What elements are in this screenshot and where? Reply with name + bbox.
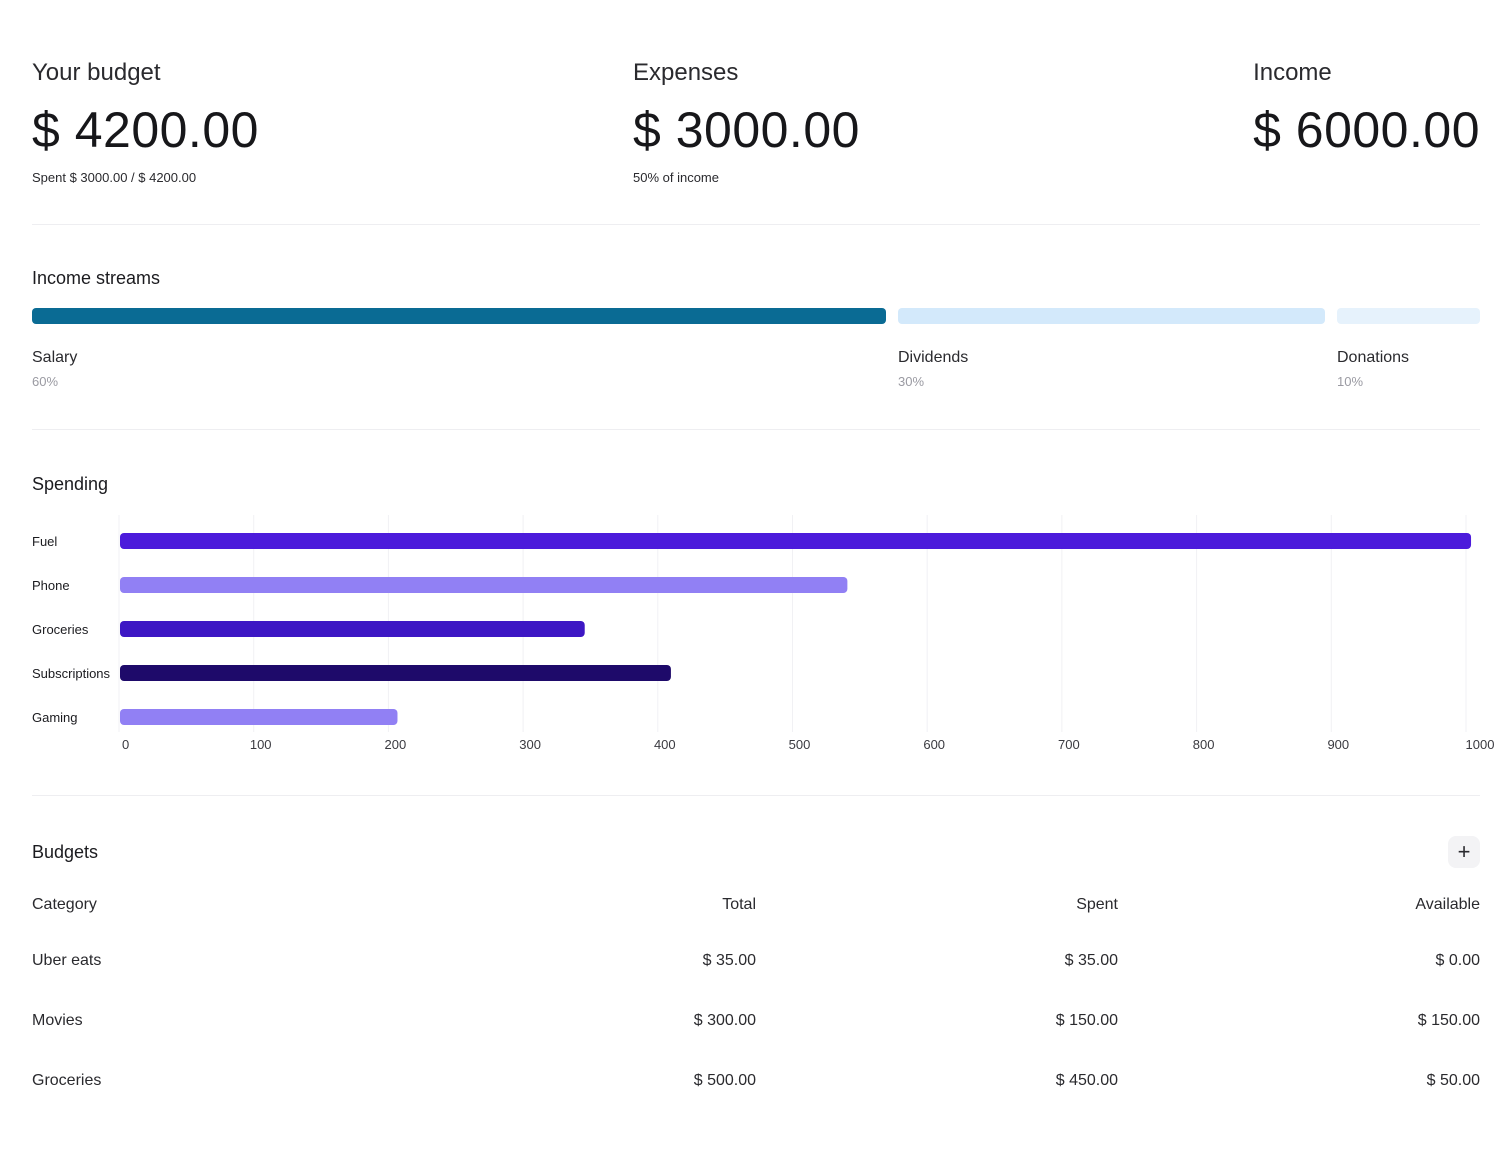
income-stream-donations: Donations 10% [1337, 308, 1480, 389]
x-tick-label: 400 [654, 737, 676, 752]
category-label: Phone [32, 578, 70, 593]
income-stream-percent: 10% [1337, 374, 1364, 389]
category-label: Gaming [32, 710, 78, 725]
income-value: $ 6000.00 [1253, 102, 1480, 158]
bar-subscriptions [120, 665, 671, 681]
income-stream-percent: 60% [32, 374, 59, 389]
table-row[interactable]: Groceries $ 500.00 $ 450.00 $ 50.00 [32, 1072, 1480, 1096]
table-row[interactable]: Movies $ 300.00 $ 150.00 $ 150.00 [32, 1012, 1480, 1036]
income-stat: Income $ 6000.00 [1253, 58, 1480, 160]
row-available: $ 0.00 [1435, 952, 1480, 969]
budgets-title: Budgets [32, 842, 99, 862]
row-total: $ 35.00 [702, 952, 756, 969]
divider [32, 224, 1480, 225]
category-label: Fuel [32, 534, 57, 549]
column-header-category: Category [32, 896, 97, 913]
expenses-label: Expenses [633, 59, 739, 86]
row-spent: $ 150.00 [1055, 1012, 1118, 1029]
x-tick-label: 900 [1327, 737, 1349, 752]
divider [32, 429, 1480, 430]
x-tick-label: 100 [250, 737, 272, 752]
row-available: $ 50.00 [1426, 1072, 1480, 1089]
budgets-table: Category Total Spent Available Uber eats… [32, 896, 1480, 1132]
budget-label: Your budget [32, 59, 161, 86]
add-budget-button[interactable]: + [1448, 836, 1480, 868]
budget-value: $ 4200.00 [32, 102, 259, 158]
income-stream-dividends: Dividends 30% [898, 308, 1325, 389]
budget-spent-summary: Spent $ 3000.00 / $ 4200.00 [32, 170, 197, 185]
divider [32, 795, 1480, 796]
bar-phone [120, 577, 848, 593]
income-stream-name: Donations [1337, 349, 1410, 366]
expenses-value: $ 3000.00 [633, 102, 860, 158]
column-header-available: Available [1415, 896, 1480, 913]
x-tick-label: 0 [122, 737, 129, 752]
x-tick-label: 500 [789, 737, 811, 752]
x-tick-label: 700 [1058, 737, 1080, 752]
row-category: Movies [32, 1012, 83, 1029]
stats-summary: Your budget $ 4200.00 Spent $ 3000.00 / … [32, 0, 1480, 224]
x-tick-label: 300 [519, 737, 541, 752]
row-available: $ 150.00 [1417, 1012, 1480, 1029]
income-stream-salary: Salary 60% [32, 308, 886, 389]
budget-stat: Your budget $ 4200.00 Spent $ 3000.00 / … [32, 58, 259, 185]
x-tick-label: 200 [385, 737, 407, 752]
income-stream-bar [1337, 308, 1480, 324]
row-total: $ 500.00 [693, 1072, 756, 1089]
spending-title: Spending [32, 474, 109, 494]
expenses-stat: Expenses $ 3000.00 50% of income [633, 58, 860, 185]
income-stream-name: Salary [32, 349, 78, 366]
table-header: Category Total Spent Available [32, 896, 1480, 920]
x-tick-label: 600 [923, 737, 945, 752]
income-stream-percent: 30% [898, 374, 925, 389]
x-tick-label: 800 [1193, 737, 1215, 752]
expenses-income-share: 50% of income [633, 170, 719, 185]
income-label: Income [1253, 59, 1332, 86]
income-stream-bar [898, 308, 1325, 324]
table-row[interactable]: Uber eats $ 35.00 $ 35.00 $ 0.00 [32, 952, 1480, 976]
bar-groceries [120, 621, 585, 637]
category-label: Groceries [32, 622, 89, 637]
bar-gaming [120, 709, 398, 725]
bar-fuel [120, 533, 1472, 549]
column-header-spent: Spent [1076, 896, 1118, 913]
row-total: $ 300.00 [693, 1012, 756, 1029]
income-stream-name: Dividends [898, 349, 969, 366]
category-label: Subscriptions [32, 666, 111, 681]
plus-icon: + [1457, 839, 1471, 864]
x-tick-label: 1000 [1466, 737, 1495, 752]
income-streams-title: Income streams [32, 268, 161, 288]
column-header-total: Total [722, 896, 756, 913]
row-spent: $ 450.00 [1055, 1072, 1118, 1089]
income-streams: Salary 60% Dividends 30% Donations 10% [32, 308, 1480, 398]
row-category: Groceries [32, 1072, 102, 1089]
income-stream-bar [32, 308, 886, 324]
row-category: Uber eats [32, 952, 102, 969]
row-spent: $ 35.00 [1064, 952, 1118, 969]
spending-chart: 0 100 200 300 400 500 600 700 800 900 1000 Fuel Phon… [32, 515, 1495, 752]
